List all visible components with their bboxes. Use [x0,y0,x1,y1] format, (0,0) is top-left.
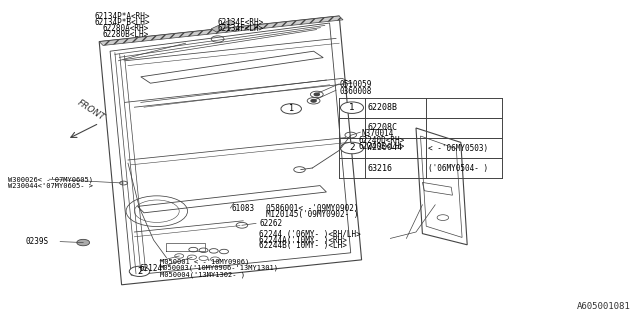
Circle shape [314,93,319,96]
Text: 62244B('10MY- )<LH>: 62244B('10MY- )<LH> [259,241,347,250]
Text: 62124: 62124 [140,264,163,273]
Text: 1: 1 [289,104,294,113]
Text: 0586001< -'09MY0902): 0586001< -'09MY0902) [266,204,359,213]
Text: 62240E<LH>: 62240E<LH> [358,142,404,151]
Polygon shape [99,16,343,45]
Text: 62134P*B<LH>: 62134P*B<LH> [95,18,150,27]
Circle shape [340,142,364,154]
Circle shape [311,100,316,102]
Text: 61083: 61083 [232,204,255,213]
Text: 62208B: 62208B [367,103,397,112]
Text: 1: 1 [349,103,355,112]
Text: 62244 ('06MY- )<RH/LH>: 62244 ('06MY- )<RH/LH> [259,230,361,239]
Text: A605001081: A605001081 [577,302,630,311]
Text: ('06MY0504- ): ('06MY0504- ) [428,164,488,173]
Text: 62134E<RH>: 62134E<RH> [218,18,264,27]
Text: MI20145('09MY0902- ): MI20145('09MY0902- ) [266,210,359,219]
Circle shape [77,239,90,246]
Text: 62134P*A<RH>: 62134P*A<RH> [95,12,150,21]
Text: M050004('13MY1302- ): M050004('13MY1302- ) [160,271,245,278]
Text: 62244A('10MY- )<RH>: 62244A('10MY- )<RH> [259,236,347,244]
Text: 0510059: 0510059 [339,80,372,89]
Text: < -'06MY0503): < -'06MY0503) [428,143,488,153]
Text: FRONT: FRONT [76,98,106,122]
Text: W230044: W230044 [367,143,403,153]
Text: 62240D<RH>: 62240D<RH> [358,136,404,145]
Text: 2: 2 [137,267,142,276]
Text: 62134F<LH>: 62134F<LH> [218,24,264,33]
Text: N370014: N370014 [362,129,394,138]
Circle shape [281,104,301,114]
Circle shape [340,102,364,114]
Text: M050001 < -'10MY0906): M050001 < -'10MY0906) [160,259,249,265]
Text: 2: 2 [349,143,355,153]
Text: 62208C: 62208C [367,123,397,132]
Text: W230044<'07MY0605- >: W230044<'07MY0605- > [8,183,93,188]
Text: 0239S: 0239S [26,237,49,246]
Text: 62262: 62262 [259,220,282,228]
Text: W300026< -'07MY0605): W300026< -'07MY0605) [8,177,93,183]
Polygon shape [211,20,236,32]
Circle shape [129,266,150,276]
Text: 63216: 63216 [367,164,392,173]
Text: 62280B<LH>: 62280B<LH> [102,30,148,39]
Text: 62280A<RH>: 62280A<RH> [102,24,148,33]
Text: 0360008: 0360008 [339,87,372,96]
Text: M050003('10MY0906-'13MY1301): M050003('10MY0906-'13MY1301) [160,265,279,271]
